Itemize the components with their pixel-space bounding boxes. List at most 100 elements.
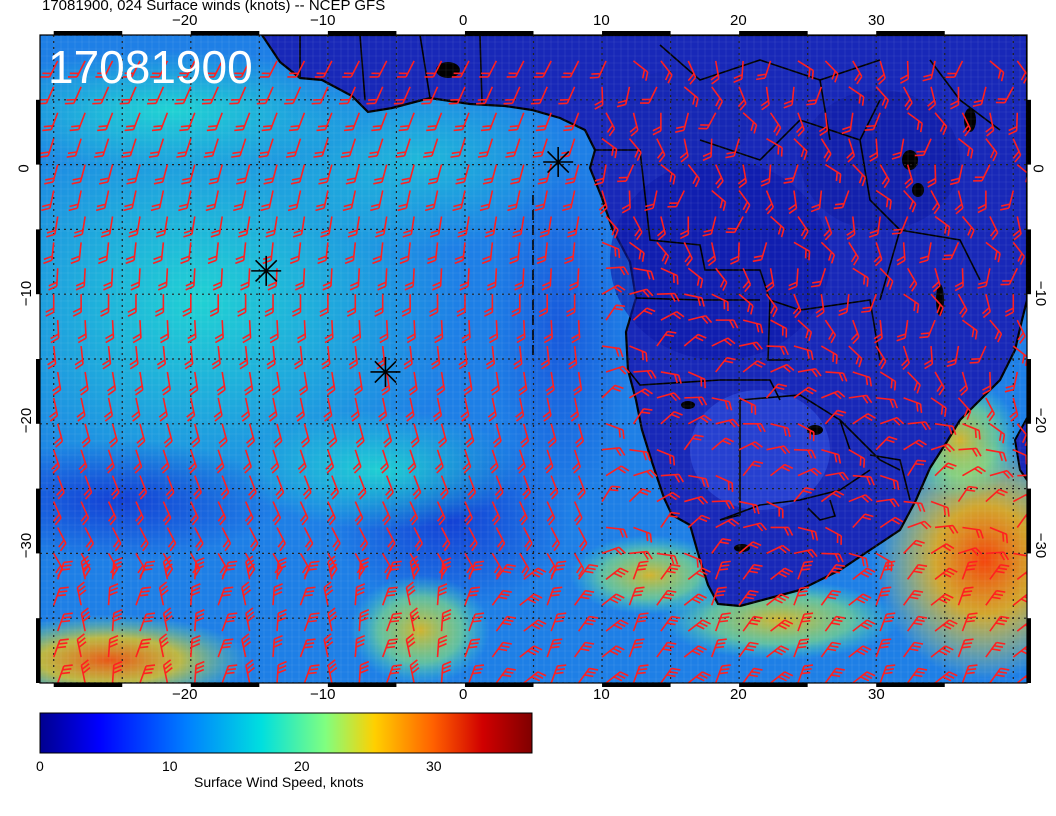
wind-barb: [393, 86, 411, 105]
wind-barb: [550, 664, 567, 683]
wind-barb: [431, 345, 441, 370]
colorbar-tick: 30: [426, 758, 442, 774]
wind-barb: [295, 397, 305, 422]
wind-barb: [151, 112, 169, 132]
wind-barb: [439, 475, 449, 500]
wind-barb: [873, 242, 883, 267]
wind-barb: [879, 612, 896, 632]
wind-barb: [153, 164, 169, 185]
wind-barb: [616, 86, 631, 108]
wind-barb: [323, 633, 334, 658]
wind-barb: [381, 501, 391, 526]
wind-barb: [265, 216, 278, 238]
wind-barb: [323, 397, 333, 422]
wind-barb: [601, 241, 621, 259]
wind-barb: [601, 345, 624, 358]
wind-barb: [930, 645, 954, 658]
wind-barb: [489, 449, 499, 474]
wind-barb: [138, 475, 148, 500]
wind-barb: [244, 371, 254, 396]
wind-barb: [687, 60, 697, 85]
wind-barb: [409, 555, 420, 580]
wind-barb: [385, 664, 402, 683]
wind-barb: [903, 539, 925, 554]
wind-barb: [106, 371, 117, 396]
wind-barb: [737, 86, 747, 111]
wind-barb: [543, 320, 553, 344]
wind-barb: [261, 112, 278, 132]
wind-barb: [51, 449, 61, 474]
wind-barb: [793, 345, 814, 360]
wind-barb: [950, 86, 960, 110]
wind-barb: [683, 593, 707, 606]
wind-barb: [298, 371, 309, 396]
wind-barb: [797, 368, 822, 378]
wind-barb: [714, 560, 731, 580]
wind-barb: [633, 369, 657, 380]
colorbar: [39, 712, 533, 754]
wind-barb: [399, 242, 411, 265]
wind-barb: [436, 583, 448, 606]
wind-barb: [353, 371, 363, 396]
wind-barb: [577, 667, 599, 683]
wind-barb: [94, 138, 110, 158]
wind-barb: [429, 294, 439, 317]
wind-barb: [401, 294, 411, 317]
wind-barb: [550, 560, 567, 580]
wind-barb: [76, 633, 87, 658]
wind-barb: [738, 500, 760, 515]
wind-barb: [797, 526, 819, 541]
wind-barb: [628, 638, 645, 658]
wind-barb: [488, 320, 499, 344]
wind-barb: [902, 641, 924, 658]
wind-barb: [879, 516, 904, 529]
wind-barb: [823, 216, 833, 241]
wind-barb: [824, 563, 845, 580]
wind-barb: [541, 268, 553, 291]
wind-barb: [923, 345, 934, 370]
wind-barb: [573, 371, 583, 396]
wind-barb: [879, 560, 896, 580]
wind-barb: [962, 465, 986, 477]
wind-barb: [572, 449, 581, 474]
wind-barb: [371, 112, 388, 132]
wind-barb: [605, 423, 625, 439]
wind-barb: [1000, 267, 1019, 286]
wind-barb: [852, 567, 876, 580]
wind-barb: [815, 294, 825, 318]
wind-barb: [632, 60, 649, 81]
wind-barb: [546, 638, 563, 658]
wind-barb: [303, 664, 320, 683]
wind-barb: [485, 345, 496, 370]
wind-barb: [733, 60, 744, 84]
wind-barb: [405, 633, 416, 658]
wind-barb: [730, 242, 740, 265]
wind-barb: [573, 553, 585, 577]
wind-barb: [806, 86, 823, 106]
wind-barb: [985, 448, 1007, 462]
wind-barb: [480, 112, 498, 132]
wind-barb: [688, 474, 710, 488]
wind-barb: [550, 612, 567, 632]
wind-barb: [660, 163, 676, 185]
lat-right-label: −30: [1032, 532, 1050, 559]
wind-barb: [601, 645, 625, 658]
wind-barb: [656, 392, 681, 402]
wind-barb: [961, 319, 978, 340]
border-tick: [602, 31, 671, 35]
wind-barb: [523, 527, 533, 552]
wind-barb: [287, 190, 302, 212]
wind-barb: [50, 320, 60, 344]
wind-barb: [838, 294, 850, 316]
wind-barb: [242, 320, 252, 344]
wind-barb: [47, 345, 57, 370]
wind-barb: [989, 60, 1005, 82]
border-tick: [36, 618, 40, 683]
wind-barb: [765, 268, 775, 292]
wind-barb: [982, 371, 992, 395]
wind-barb: [879, 474, 900, 491]
wind-barb: [546, 501, 556, 526]
wind-barb: [656, 491, 681, 503]
wind-barb: [68, 60, 86, 78]
wind-barb: [426, 112, 443, 132]
